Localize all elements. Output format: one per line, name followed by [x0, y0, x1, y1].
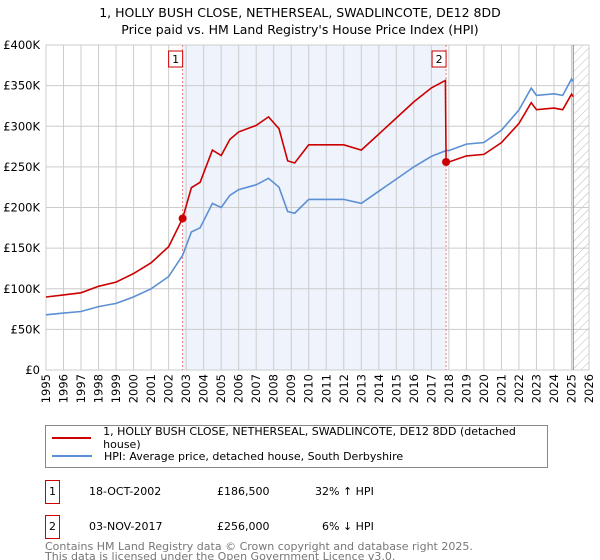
chart-subtitle: Price paid vs. HM Land Registry's House …: [121, 22, 479, 37]
x-tick-label: 2011: [319, 374, 333, 403]
footer-licence: This data is licensed under the Open Gov…: [45, 550, 396, 560]
legend-item-hpi: HPI: Average price, detached house, Sout…: [52, 448, 403, 464]
transaction-row: 2 03-NOV-2017 £256,000 6% ↓ HPI: [45, 515, 545, 539]
x-tick-label: 1999: [109, 374, 123, 403]
x-tick-label: 1997: [74, 374, 88, 403]
x-tick-label: 2019: [459, 374, 473, 403]
x-tick-label: 1995: [39, 374, 53, 403]
y-tick-label: £400K: [3, 38, 40, 52]
x-tick-label: 2021: [494, 374, 508, 403]
property-price-line: [45, 79, 574, 298]
y-tick-label: £0: [25, 363, 40, 377]
hpi-line: [45, 77, 574, 316]
sale-point: [178, 214, 187, 223]
x-tick-label: 2015: [389, 374, 403, 403]
legend-swatch-red: [52, 437, 92, 439]
x-tick-label: 2018: [442, 374, 456, 403]
transaction-price: £256,000: [217, 520, 270, 533]
price-chart: 1995 1996 1997 1998 1999 2000 2001 2002 2003 2004…: [3, 38, 596, 403]
x-tick-label: 2016: [407, 374, 421, 403]
transaction-date: 18-OCT-2002: [89, 485, 162, 498]
x-tick-label: 2025: [564, 374, 578, 403]
sale-label-box: [431, 50, 447, 68]
x-tick-label: 2026: [582, 374, 596, 403]
y-tick-label: £300K: [3, 119, 40, 133]
legend: 1, HOLLY BUSH CLOSE, NETHERSEAL, SWADLIN…: [45, 425, 548, 468]
legend-label: 1, HOLLY BUSH CLOSE, NETHERSEAL, SWADLIN…: [103, 425, 516, 451]
legend-item-property: 1, HOLLY BUSH CLOSE, NETHERSEAL, SWADLIN…: [52, 425, 547, 451]
x-tick-label: 2008: [267, 374, 281, 403]
y-tick-label: £100K: [3, 282, 40, 296]
chart-title: 1, HOLLY BUSH CLOSE, NETHERSEAL, SWADLIN…: [99, 5, 501, 20]
legend-label: HPI: Average price, detached house, Sout…: [104, 449, 404, 463]
x-tick-label: 2024: [547, 374, 561, 403]
transaction-price: £186,500: [217, 485, 270, 498]
x-tick-label: 2000: [127, 374, 141, 403]
sale-label: 1: [172, 53, 179, 66]
x-tick-label: 2002: [162, 374, 176, 403]
sale-label: 2: [436, 53, 443, 66]
x-tick-label: 1996: [57, 374, 71, 403]
transaction-hpi: 6% ↓ HPI: [322, 520, 374, 533]
x-tick-label: 2001: [144, 374, 158, 403]
x-tick-label: 2014: [372, 374, 386, 403]
y-tick-label: £250K: [3, 160, 40, 174]
sale-label-box: [168, 50, 184, 68]
x-tick-label: 2012: [337, 374, 351, 403]
marker-badge: 2: [45, 515, 60, 539]
marker-badge: 1: [45, 480, 60, 504]
x-tick-label: 2003: [179, 374, 193, 403]
x-tick-label: 2005: [214, 374, 228, 403]
y-tick-label: £350K: [3, 79, 40, 93]
y-tick-label: £150K: [3, 241, 40, 255]
x-tick-label: 1998: [92, 374, 106, 403]
x-tick-label: 2022: [512, 374, 526, 403]
transaction-row: 1 18-OCT-2002 £186,500 32% ↑ HPI: [45, 480, 545, 504]
y-tick-label: £50K: [11, 322, 41, 336]
x-tick-label: 2004: [197, 374, 211, 403]
transaction-date: 03-NOV-2017: [89, 520, 163, 533]
x-tick-label: 2009: [284, 374, 298, 403]
footer-copyright: Contains HM Land Registry data © Crown c…: [45, 540, 473, 553]
x-tick-label: 2020: [477, 374, 491, 403]
x-tick-label: 2017: [424, 374, 438, 403]
y-tick-label: £200K: [3, 201, 40, 215]
plot-frame: [45, 44, 590, 371]
x-tick-label: 2010: [302, 374, 316, 403]
x-tick-label: 2023: [529, 374, 543, 403]
x-tick-label: 2013: [354, 374, 368, 403]
legend-swatch-blue: [52, 455, 92, 457]
x-tick-label: 2007: [249, 374, 263, 403]
sale-point: [442, 158, 451, 166]
transaction-hpi: 32% ↑ HPI: [315, 485, 374, 498]
x-tick-label: 2006: [232, 374, 246, 403]
